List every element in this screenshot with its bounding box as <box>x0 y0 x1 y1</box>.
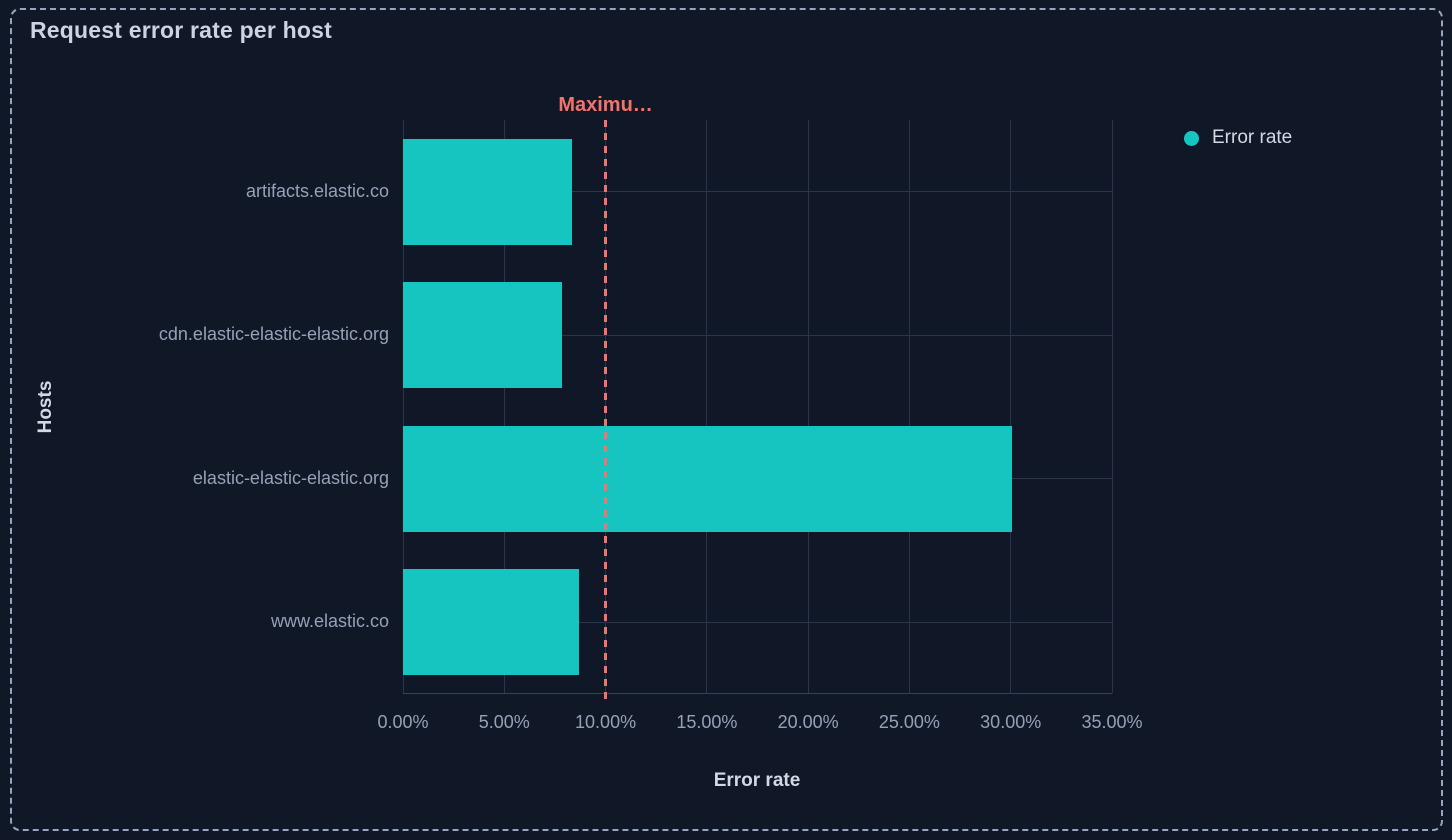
error-rate-bar[interactable] <box>403 138 572 245</box>
horizontal-gridline <box>403 621 1112 623</box>
y-axis-category-label: www.elastic.co <box>270 611 389 632</box>
legend-item-error-rate[interactable]: Error rate <box>1184 127 1292 149</box>
panel-title: Request error rate per host <box>30 17 332 43</box>
vertical-gridline <box>402 120 404 693</box>
y-axis-category-label: cdn.elastic-elastic-elastic.org <box>158 324 389 345</box>
x-axis-tick-label: 0.00% <box>377 712 429 732</box>
vertical-gridline <box>807 120 809 693</box>
dashboard-panel[interactable] <box>10 8 1443 831</box>
vertical-gridline <box>503 120 505 693</box>
y-axis-title: Hosts <box>35 380 56 434</box>
error-rate-bar[interactable] <box>403 425 1013 532</box>
y-axis-category-label: artifacts.elastic.co <box>245 180 389 201</box>
vertical-gridline <box>1111 120 1113 693</box>
x-axis-title: Error rate <box>713 770 801 791</box>
y-axis-category-label: elastic-elastic-elastic.org <box>192 467 389 488</box>
x-axis-tick-label: 20.00% <box>777 712 839 732</box>
legend-series-dot-icon <box>1184 130 1199 146</box>
error-rate-bar[interactable] <box>403 282 562 389</box>
x-axis-tick-label: 10.00% <box>575 712 637 732</box>
vertical-gridline <box>706 120 708 693</box>
threshold-line <box>604 120 608 701</box>
legend-series-label: Error rate <box>1212 127 1293 148</box>
x-axis-tick-label: 15.00% <box>676 712 738 732</box>
vertical-gridline <box>1010 120 1012 693</box>
x-axis-tick-label: 25.00% <box>878 712 940 732</box>
threshold-label: Maximu… <box>558 94 653 116</box>
vertical-gridline <box>908 120 910 693</box>
x-axis-tick-label: 30.00% <box>980 712 1042 732</box>
x-axis-tick-label: 5.00% <box>478 712 530 732</box>
error-rate-bar[interactable] <box>403 569 579 676</box>
horizontal-gridline <box>403 191 1112 193</box>
x-axis-tick-label: 35.00% <box>1081 712 1143 732</box>
plot-area <box>402 120 1113 694</box>
horizontal-gridline <box>403 334 1112 336</box>
